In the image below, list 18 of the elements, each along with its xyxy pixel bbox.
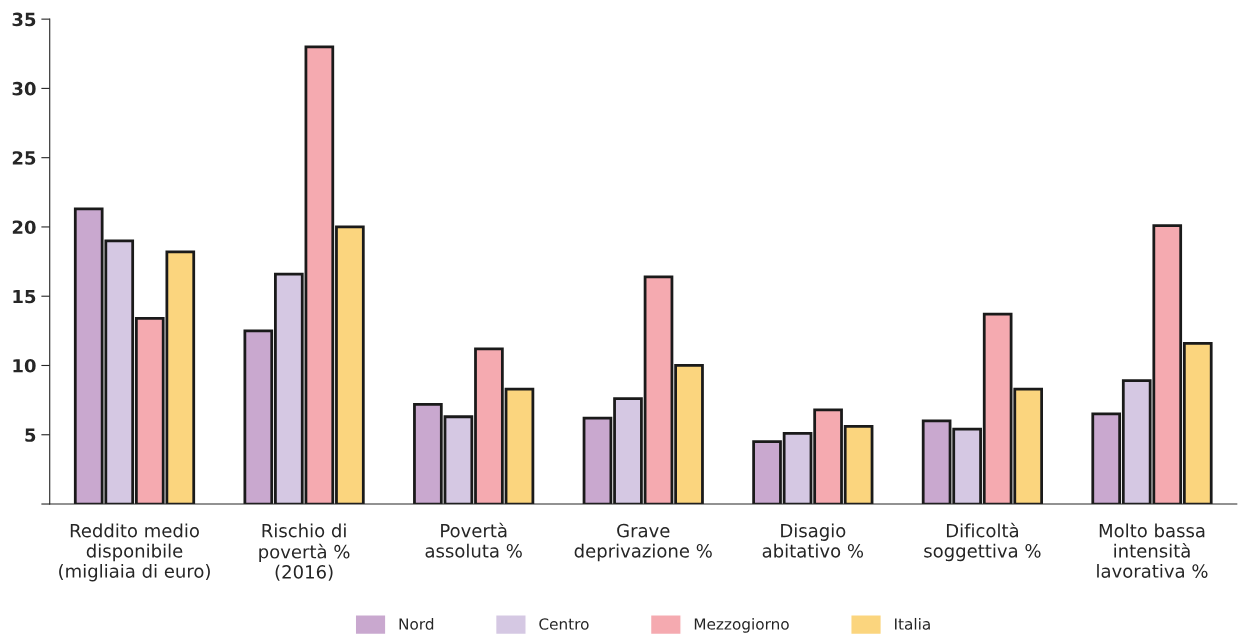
legend-label: Mezzogiorno (694, 617, 789, 633)
x-tick-label: Disagio abitativo % (762, 523, 864, 558)
y-tick-label: 10 (13, 358, 36, 373)
x-tick-label: Povertà assoluta % (425, 522, 522, 558)
x-tick-label: Grave deprivazione % (574, 523, 712, 562)
legend-label: Centro (539, 618, 589, 630)
y-tick-label: 20 (12, 220, 36, 235)
y-tick-label: 35 (12, 12, 36, 27)
y-tick-label: 25 (12, 151, 36, 165)
legend-label: Nord (399, 617, 434, 630)
legend-label: Italia (895, 617, 930, 630)
x-tick-label: Reddito medio disponibile (migliaia di euro) (59, 523, 210, 582)
y-tick-label: 5 (25, 428, 36, 442)
x-tick-label: Dificoltà soggettiva % (924, 522, 1041, 562)
x-tick-label: Molto bassa intensità lavorativa % (1097, 523, 1208, 578)
y-tick-label: 15 (13, 289, 36, 304)
y-tick-label: 30 (12, 81, 36, 96)
x-tick-label: Rischio di povertà % (2016) (259, 523, 350, 581)
